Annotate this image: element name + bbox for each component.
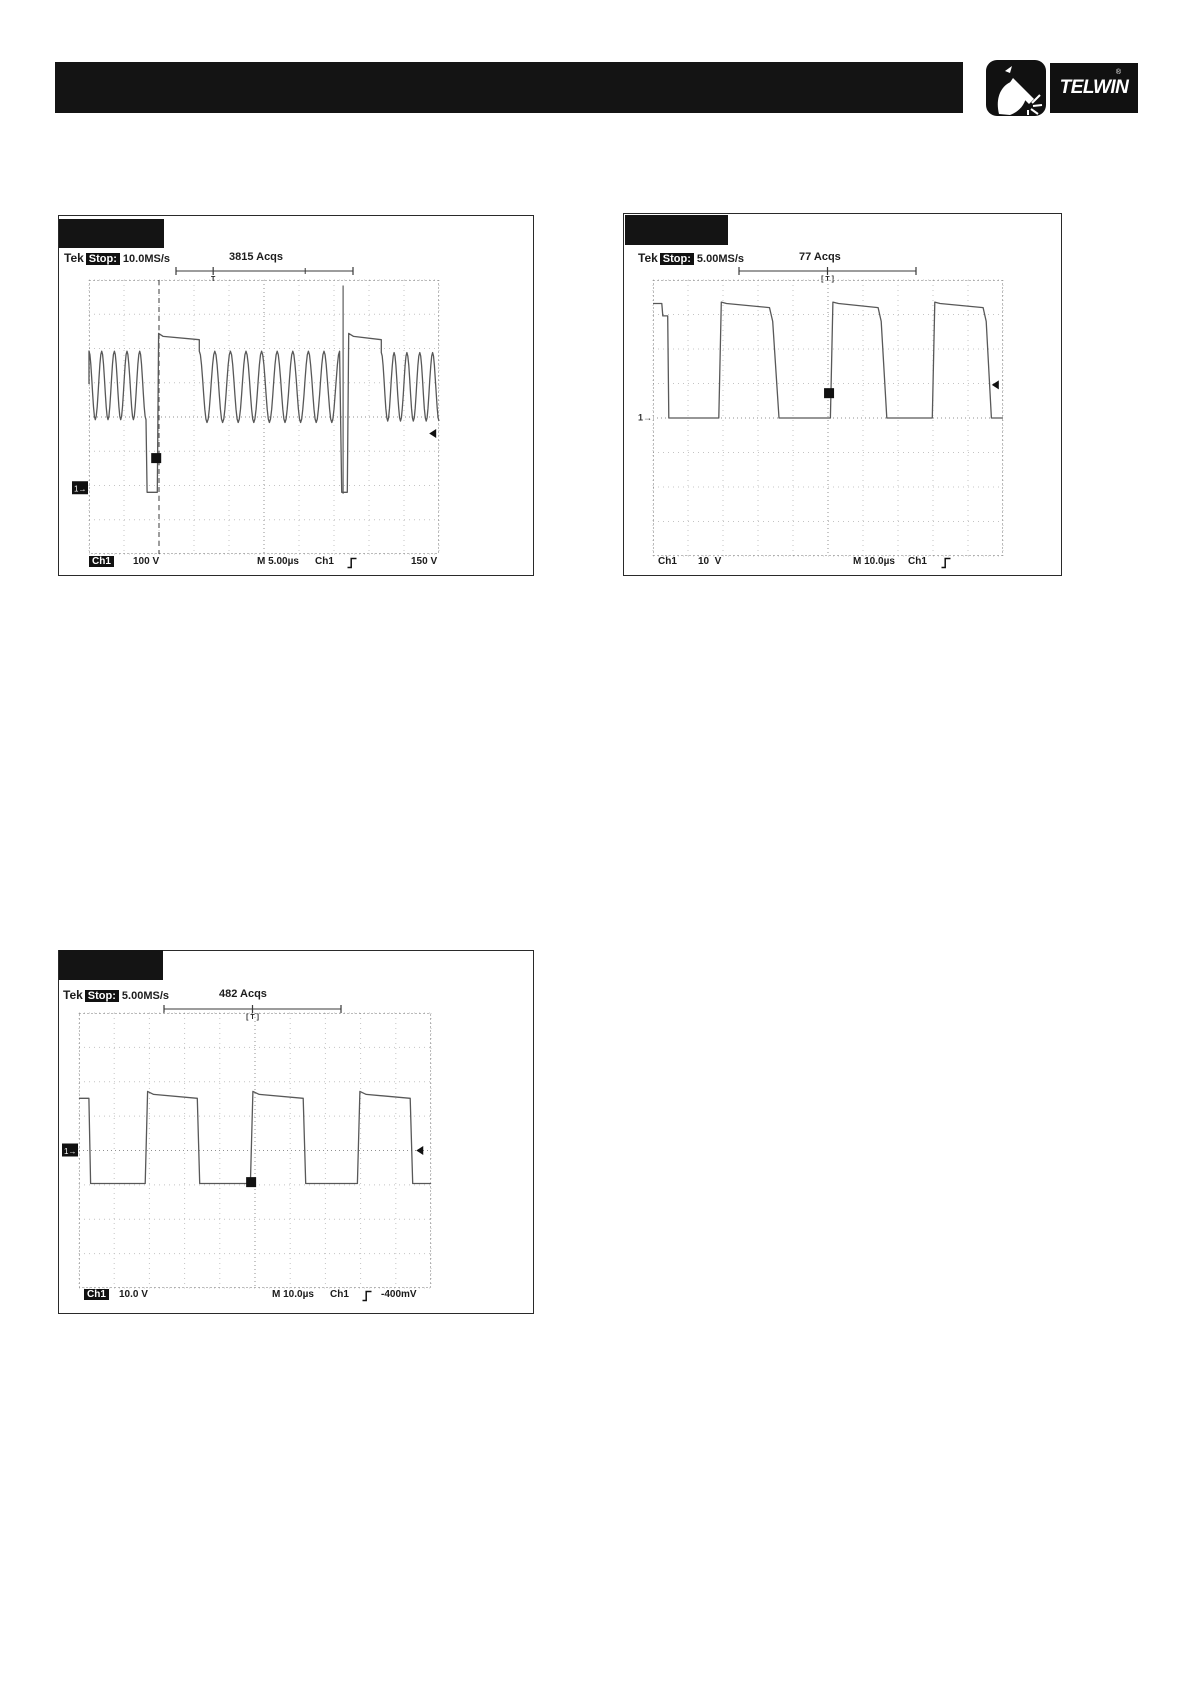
sample-rate: 5.00MS/s	[696, 253, 744, 265]
scope-readout: Ch1 100 V M 5.00µs Ch1 150 V	[59, 556, 533, 572]
figure-label-redacted	[59, 219, 164, 248]
acquisitions-count: 3815 Acqs	[229, 251, 284, 263]
tek-brand: Tek	[63, 988, 83, 1002]
scope-readout: Ch1 10 V M 10.0µs Ch1	[624, 556, 1061, 572]
telwin-welder-icon	[986, 60, 1046, 116]
graticule-waveform: 1→	[72, 279, 440, 555]
page-title-bar-redacted	[55, 62, 963, 113]
graticule-waveform: 1→	[638, 279, 1004, 557]
sample-rate: 5.00MS/s	[121, 990, 169, 1002]
tek-brand: Tek	[64, 251, 84, 265]
scope-status-line: Tek Stop: 5.00MS/s	[638, 251, 744, 265]
acq-state-badge: Stop:	[84, 990, 119, 1002]
timebase: M 10.0µs	[272, 1289, 314, 1300]
trigger-source: Ch1	[315, 556, 334, 567]
svg-text:[ T ]: [ T ]	[821, 276, 834, 283]
svg-text:1→: 1→	[638, 412, 652, 422]
vertical-scale: 100 V	[133, 556, 160, 567]
registered-mark: ®	[1115, 69, 1121, 76]
trigger-slope-icon	[362, 1290, 372, 1302]
svg-text:1→: 1→	[74, 485, 86, 494]
acq-state-badge: Stop:	[659, 253, 694, 265]
vertical-scale: 10.0 V	[119, 1289, 148, 1300]
trigger-source: Ch1	[908, 556, 927, 567]
scope-readout: Ch1 10.0 V M 10.0µs Ch1 -400mV	[59, 1289, 533, 1305]
acquisitions-count: 482 Acqs	[219, 988, 267, 1000]
oscilloscope-figure-1: Tek Stop: 10.0MS/s 3815 Acqs T 1→ Ch1 100 …	[58, 215, 534, 576]
telwin-wordmark: TELWIN ®	[1050, 63, 1138, 113]
figure-label-redacted	[59, 950, 163, 980]
trigger-slope-icon	[941, 557, 951, 569]
trigger-source: Ch1	[330, 1289, 349, 1300]
sample-rate: 10.0MS/s	[122, 253, 170, 265]
acq-state-badge: Stop:	[85, 253, 120, 265]
timebase: M 10.0µs	[853, 556, 895, 567]
tek-brand: Tek	[638, 251, 658, 265]
timebase: M 5.00µs	[257, 556, 299, 567]
oscilloscope-figure-3: Tek Stop: 5.00MS/s 482 Acqs [ T ] 1→ Ch1 1…	[58, 950, 534, 1314]
oscilloscope-figure-2: Tek Stop: 5.00MS/s 77 Acqs [ T ] 1→ Ch1 10…	[623, 213, 1062, 576]
acquisitions-count: 77 Acqs	[799, 251, 841, 263]
channel-label: Ch1	[658, 556, 677, 567]
channel-badge: Ch1	[84, 1289, 109, 1300]
acquisition-window-bracket: [ T ]	[738, 267, 917, 283]
graticule-waveform: 1→	[62, 1012, 432, 1289]
acquisition-window-bracket: T	[175, 267, 354, 283]
svg-text:T: T	[211, 276, 216, 283]
vertical-scale: 10 V	[698, 556, 722, 567]
svg-text:1→: 1→	[64, 1147, 76, 1156]
trigger-slope-icon	[347, 557, 357, 569]
channel-badge: Ch1	[89, 556, 114, 567]
scope-status-line: Tek Stop: 10.0MS/s	[64, 251, 170, 265]
scope-status-line: Tek Stop: 5.00MS/s	[63, 988, 169, 1002]
trigger-level: -400mV	[381, 1289, 417, 1300]
acquisition-window-bracket: [ T ]	[163, 1005, 342, 1021]
brand-text: TELWIN	[1059, 77, 1129, 98]
trigger-level: 150 V	[411, 556, 438, 567]
figure-label-redacted	[625, 215, 728, 245]
welder-spark-icon	[997, 66, 1043, 115]
svg-text:[ T ]: [ T ]	[246, 1014, 259, 1021]
